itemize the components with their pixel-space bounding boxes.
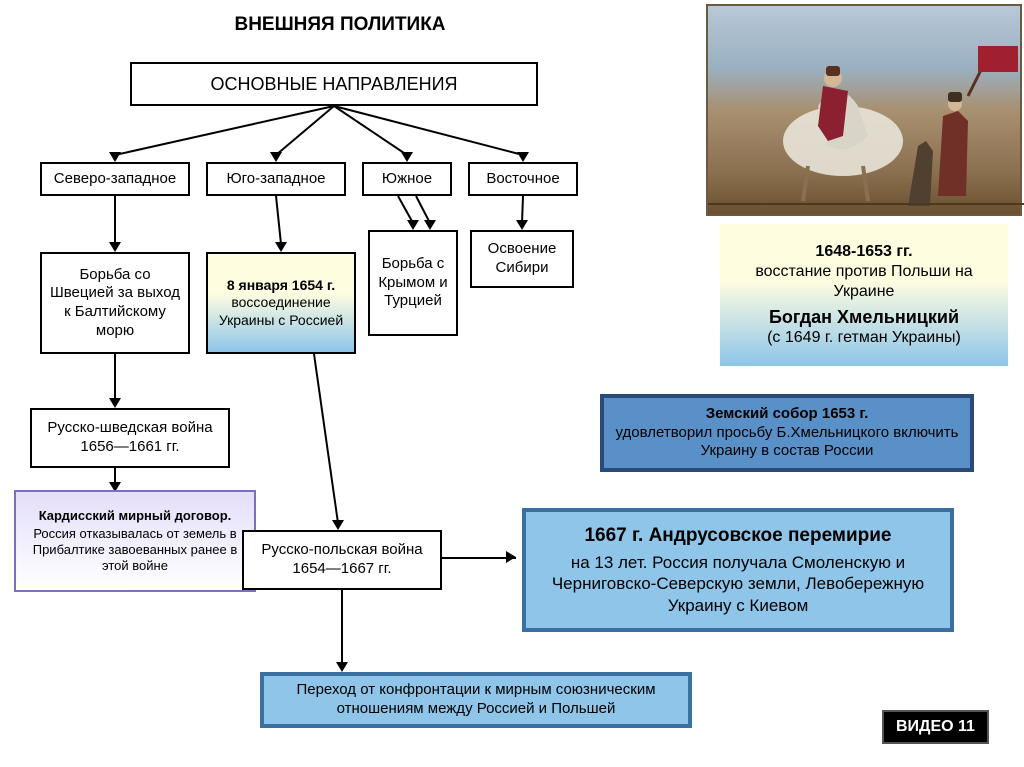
rp-war: Русско-польская война 1654—1667 гг. xyxy=(242,530,442,590)
zemsky: Земский собор 1653 г. удовлетворил прось… xyxy=(600,394,974,472)
video-button[interactable]: ВИДЕО 11 xyxy=(882,710,989,744)
andrusovo-title: 1667 г. Андрусовское перемирие xyxy=(584,524,891,548)
s-goal: Борьба с Крымом и Турцией xyxy=(368,230,458,336)
kardis-body: Россия отказывалась от земель в Прибалти… xyxy=(22,526,248,575)
uprising-sub: (с 1649 г. гетман Украины) xyxy=(767,328,961,348)
uprising-name: Богдан Хмельницкий xyxy=(769,306,959,329)
andrusovo-body: на 13 лет. Россия получала Смоленскую и … xyxy=(532,552,944,616)
uprising-text: восстание против Польши на Украине xyxy=(726,262,1002,302)
nw-war: Русско-шведская война 1656—1661 гг. xyxy=(30,408,230,468)
branch-e: Восточное xyxy=(468,162,578,196)
branch-sw: Юго-западное xyxy=(206,162,346,196)
sw-goal-text: воссоединение Украины с Россией xyxy=(214,294,348,329)
andrusovo: 1667 г. Андрусовское перемирие на 13 лет… xyxy=(522,508,954,632)
painting-image xyxy=(706,4,1022,216)
nw-goal: Борьба со Швецией за выход к Балтийскому… xyxy=(40,252,190,354)
zemsky-body: удовлетворил просьбу Б.Хмельницкого вклю… xyxy=(610,424,964,462)
sw-goal: 8 января 1654 г. воссоединение Украины с… xyxy=(206,252,356,354)
uprising-dates: 1648-1653 гг. xyxy=(815,242,912,262)
branch-nw: Северо-западное xyxy=(40,162,190,196)
root-node: ОСНОВНЫЕ НАПРАВЛЕНИЯ xyxy=(130,62,538,106)
kardis-treaty: Кардисский мирный договор. Россия отказы… xyxy=(14,490,256,592)
page-title: ВНЕШНЯЯ ПОЛИТИКА xyxy=(190,14,490,36)
transition: Переход от конфронтации к мирным союзнич… xyxy=(260,672,692,728)
sw-goal-date: 8 января 1654 г. xyxy=(227,277,335,295)
e-goal: Освоение Сибири xyxy=(470,230,574,288)
zemsky-title: Земский собор 1653 г. xyxy=(706,405,869,424)
branch-s: Южное xyxy=(362,162,452,196)
kardis-title: Кардисский мирный договор. xyxy=(39,508,232,524)
uprising: 1648-1653 гг. восстание против Польши на… xyxy=(720,224,1008,366)
